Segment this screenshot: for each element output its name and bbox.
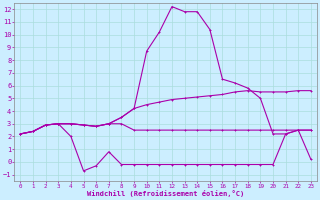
X-axis label: Windchill (Refroidissement éolien,°C): Windchill (Refroidissement éolien,°C) [87, 190, 244, 197]
